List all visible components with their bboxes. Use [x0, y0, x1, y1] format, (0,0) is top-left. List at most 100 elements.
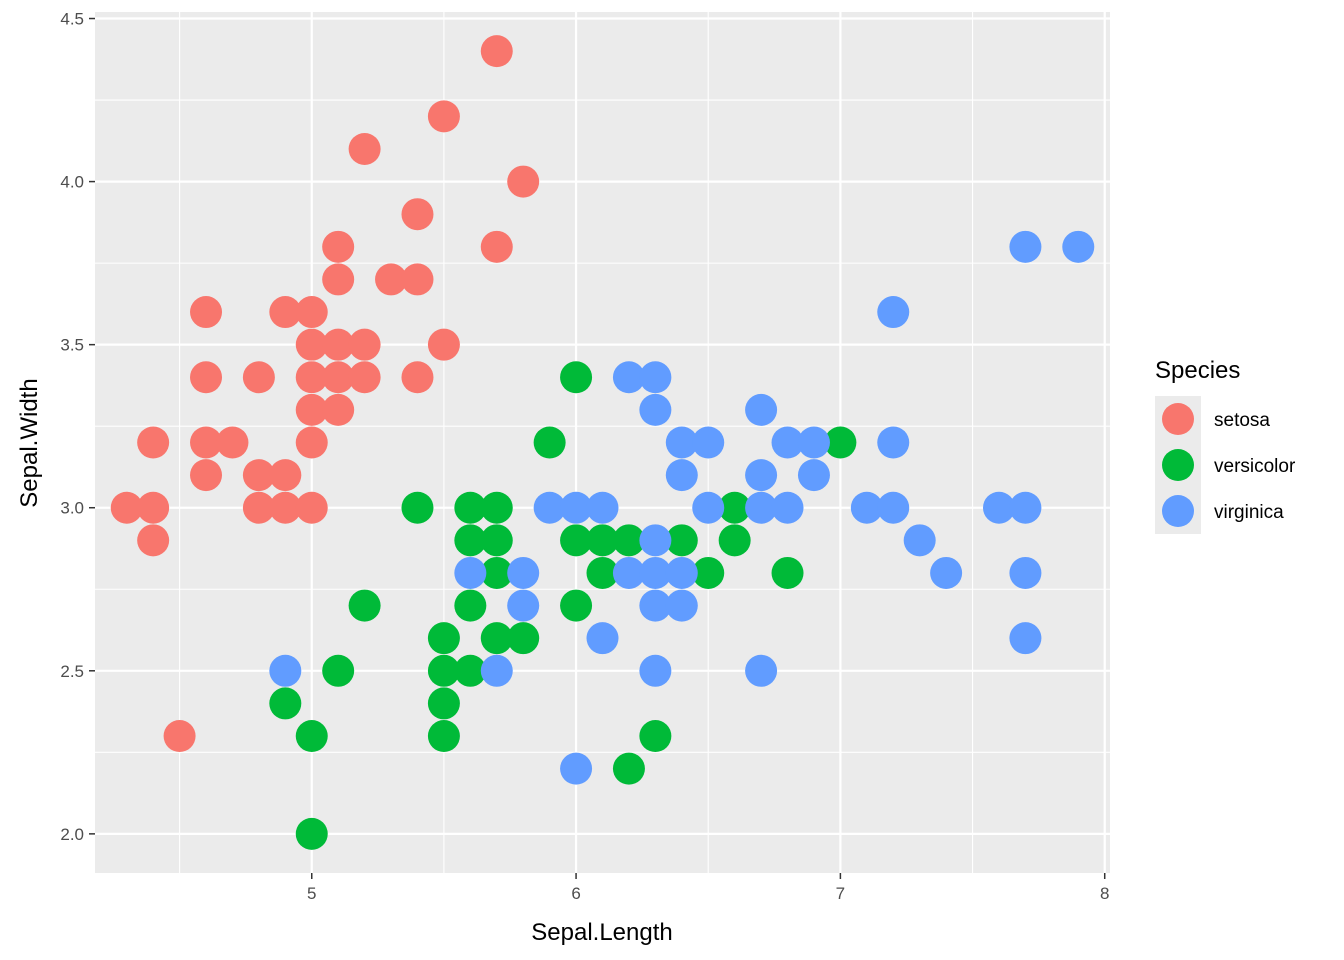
point-setosa — [295, 296, 328, 329]
point-setosa — [322, 263, 355, 296]
point-virginica — [639, 524, 672, 557]
point-virginica — [692, 491, 725, 524]
point-setosa — [427, 328, 460, 361]
point-virginica — [639, 654, 672, 687]
point-versicolor — [269, 687, 302, 720]
point-versicolor — [560, 589, 593, 622]
point-setosa — [295, 491, 328, 524]
point-setosa — [190, 459, 223, 492]
legend-key-setosa — [1162, 403, 1194, 435]
point-versicolor — [295, 817, 328, 850]
point-virginica — [612, 556, 645, 589]
point-setosa — [322, 328, 355, 361]
x-tick-label: 8 — [1100, 884, 1109, 903]
point-versicolor — [427, 720, 460, 753]
point-virginica — [454, 556, 487, 589]
point-versicolor — [718, 524, 751, 557]
point-setosa — [295, 426, 328, 459]
point-versicolor — [454, 524, 487, 557]
point-versicolor — [322, 654, 355, 687]
point-virginica — [533, 491, 566, 524]
legend-title: Species — [1155, 357, 1240, 384]
point-setosa — [242, 491, 275, 524]
x-tick-label: 6 — [571, 884, 580, 903]
point-setosa — [348, 328, 381, 361]
point-virginica — [480, 654, 513, 687]
point-versicolor — [639, 720, 672, 753]
point-virginica — [665, 426, 698, 459]
point-setosa — [427, 100, 460, 133]
point-versicolor — [427, 687, 460, 720]
plot-panel — [95, 12, 1110, 873]
point-setosa — [348, 361, 381, 394]
point-virginica — [639, 393, 672, 426]
point-setosa — [190, 361, 223, 394]
y-axis-title: Sepal.Width — [16, 378, 43, 507]
point-virginica — [665, 459, 698, 492]
point-setosa — [375, 263, 408, 296]
point-versicolor — [824, 426, 857, 459]
point-setosa — [163, 720, 196, 753]
point-virginica — [692, 426, 725, 459]
x-axis-title: Sepal.Length — [531, 919, 672, 946]
point-setosa — [401, 361, 434, 394]
point-virginica — [665, 589, 698, 622]
point-setosa — [295, 393, 328, 426]
point-versicolor — [454, 589, 487, 622]
legend-key-virginica — [1162, 495, 1194, 527]
point-virginica — [1009, 491, 1042, 524]
point-setosa — [295, 361, 328, 394]
legend-label-setosa: setosa — [1214, 410, 1270, 431]
point-setosa — [401, 198, 434, 231]
point-virginica — [771, 491, 804, 524]
point-versicolor — [454, 491, 487, 524]
point-virginica — [507, 589, 540, 622]
point-virginica — [586, 491, 619, 524]
point-virginica — [1062, 230, 1095, 263]
y-tick-label: 3.5 — [60, 336, 84, 355]
point-setosa — [269, 491, 302, 524]
point-versicolor — [533, 426, 566, 459]
point-versicolor — [480, 491, 513, 524]
point-virginica — [1009, 622, 1042, 655]
point-setosa — [322, 393, 355, 426]
point-virginica — [745, 393, 778, 426]
point-virginica — [877, 426, 910, 459]
legend-label-virginica: virginica — [1214, 502, 1284, 523]
point-setosa — [190, 426, 223, 459]
point-versicolor — [771, 556, 804, 589]
point-virginica — [797, 459, 830, 492]
point-versicolor — [507, 622, 540, 655]
point-setosa — [137, 491, 170, 524]
point-virginica — [877, 296, 910, 329]
point-virginica — [745, 459, 778, 492]
legend-label-versicolor: versicolor — [1214, 456, 1296, 477]
point-versicolor — [560, 524, 593, 557]
point-virginica — [745, 654, 778, 687]
point-versicolor — [665, 524, 698, 557]
point-versicolor — [586, 524, 619, 557]
point-setosa — [322, 361, 355, 394]
point-setosa — [480, 35, 513, 68]
point-virginica — [639, 556, 672, 589]
point-versicolor — [480, 622, 513, 655]
point-setosa — [137, 426, 170, 459]
point-versicolor — [560, 361, 593, 394]
point-virginica — [903, 524, 936, 557]
point-setosa — [401, 263, 434, 296]
point-setosa — [269, 459, 302, 492]
point-versicolor — [427, 654, 460, 687]
x-tick-label: 7 — [836, 884, 845, 903]
point-versicolor — [586, 556, 619, 589]
point-setosa — [216, 426, 249, 459]
point-setosa — [110, 491, 143, 524]
point-virginica — [771, 426, 804, 459]
point-setosa — [507, 165, 540, 198]
point-virginica — [797, 426, 830, 459]
point-setosa — [295, 328, 328, 361]
point-versicolor — [401, 491, 434, 524]
point-virginica — [507, 556, 540, 589]
point-virginica — [269, 654, 302, 687]
point-versicolor — [718, 491, 751, 524]
